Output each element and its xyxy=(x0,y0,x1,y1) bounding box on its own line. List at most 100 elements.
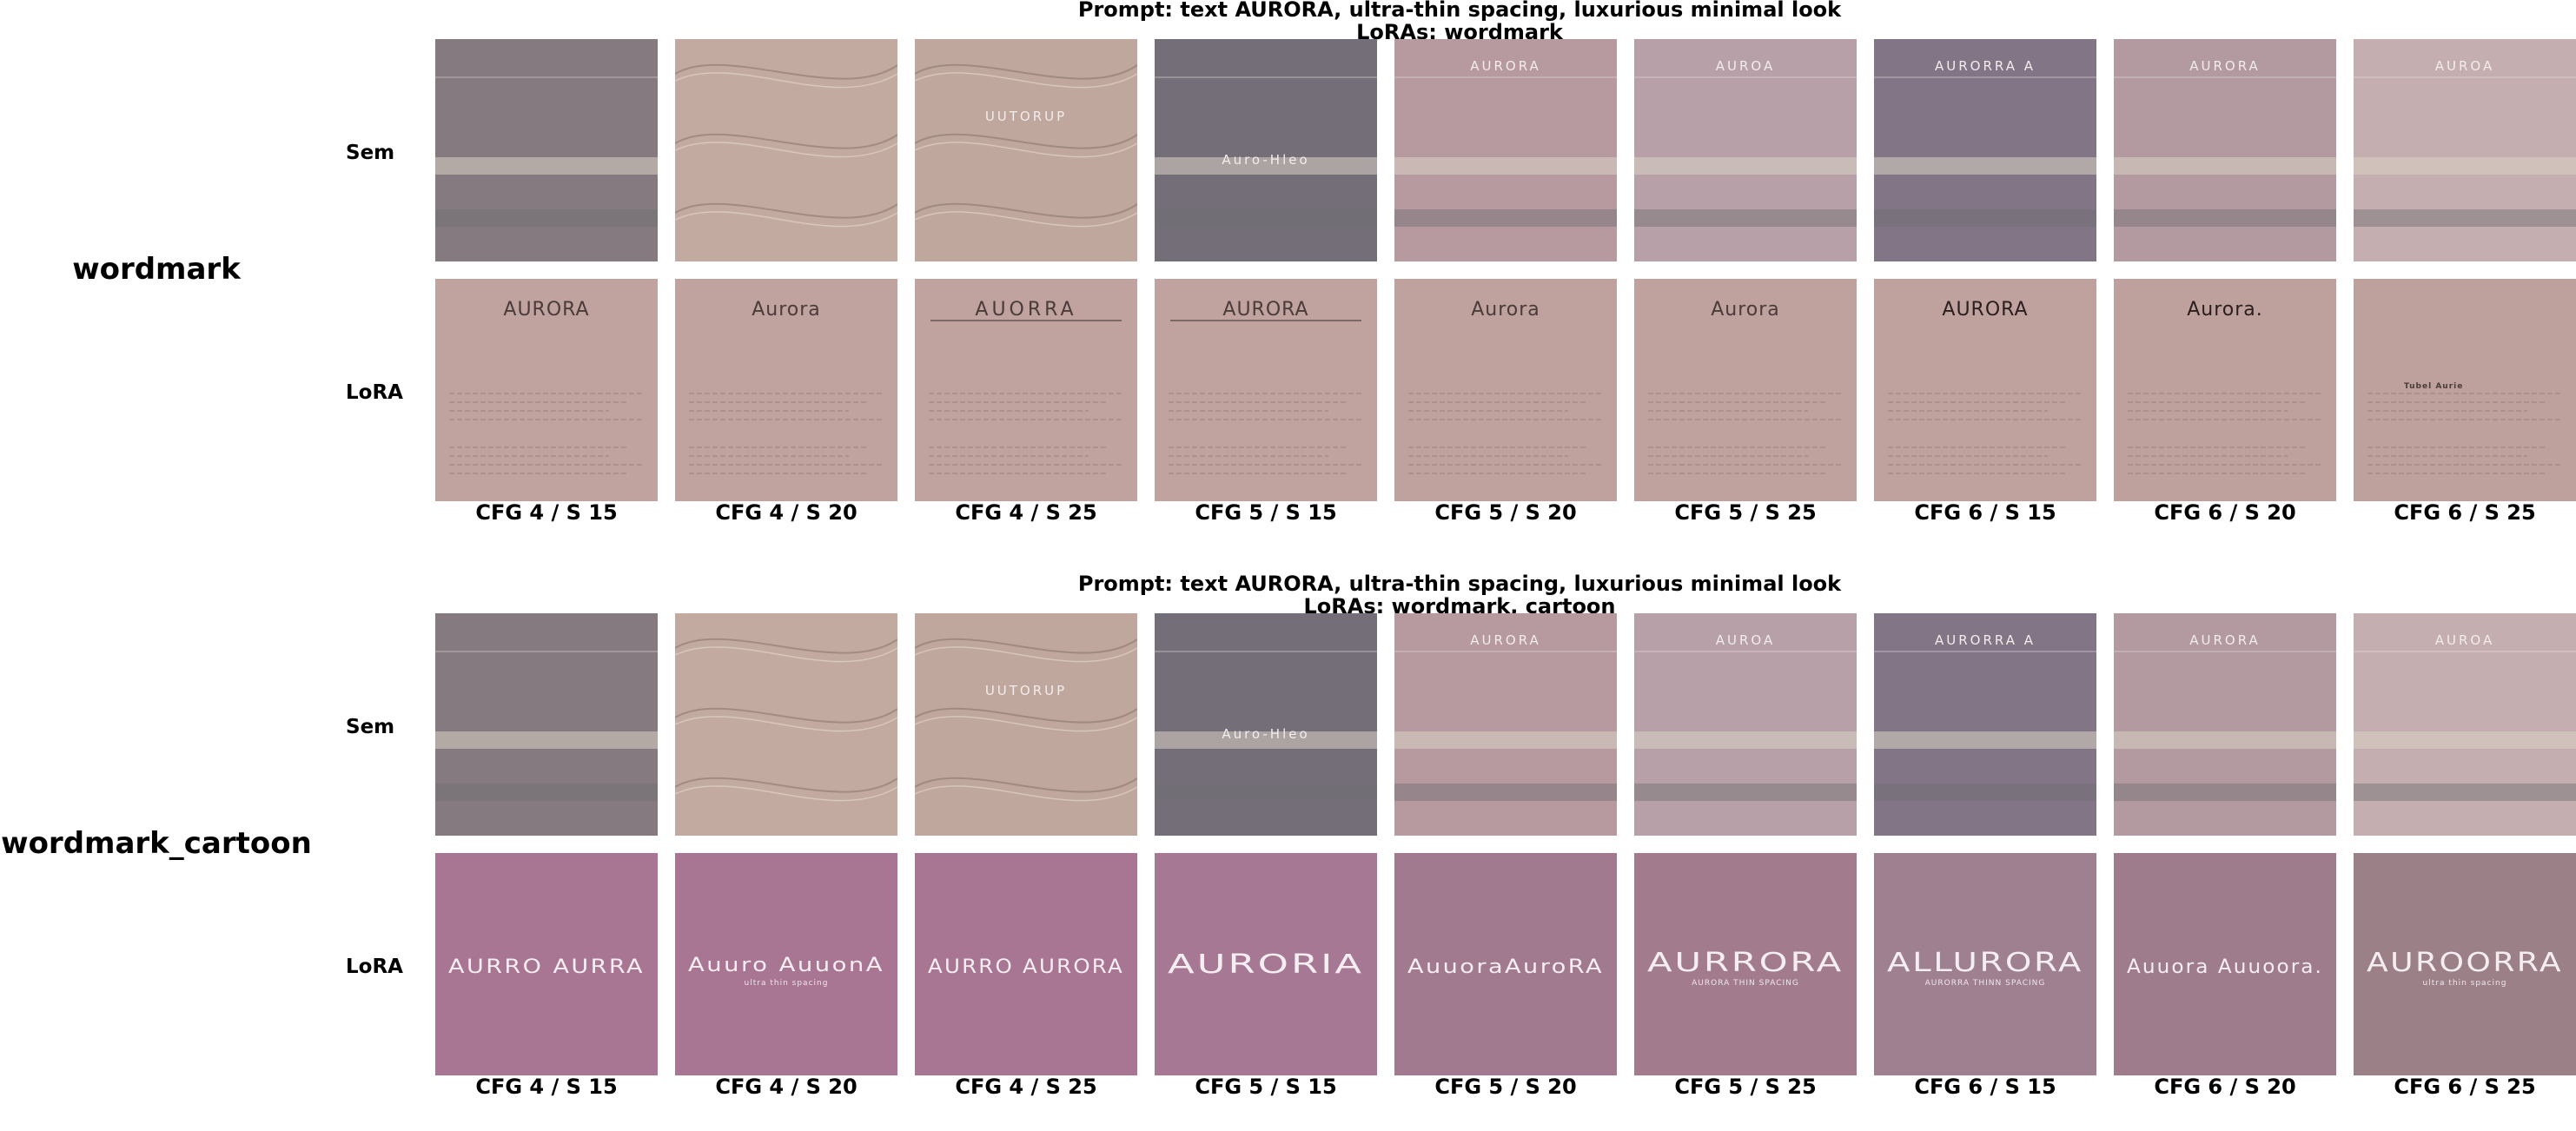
sem-image-tile: Auro-Hleo xyxy=(1155,613,1377,836)
column-caption: CFG 6 / S 15 xyxy=(1914,500,2056,525)
row-label-lora: LoRA xyxy=(346,956,403,978)
tile-text: AuuoraAuroRA xyxy=(1407,956,1604,978)
grid-title: Prompt: text AURORA, ultra-thin spacing,… xyxy=(1008,0,1911,43)
column-caption: CFG 6 / S 20 xyxy=(2154,500,2296,525)
tile-text: AURRORA xyxy=(1647,948,1844,978)
lora-image-tile: AUROORRA ultra thin spacing xyxy=(2354,853,2576,1075)
lora-image-tile: AUORRA xyxy=(915,279,1137,501)
lora-image-tile: Aurora xyxy=(675,279,897,501)
tile-subtext: ultra thin spacing xyxy=(745,979,829,988)
column-caption: CFG 6 / S 25 xyxy=(2394,1075,2536,1099)
row-label-sem: Sem xyxy=(346,142,395,164)
prompt-line: Prompt: text AURORA, ultra-thin spacing,… xyxy=(1077,572,1842,596)
column-caption: CFG 5 / S 25 xyxy=(1674,500,1817,525)
tile-text: AURORA xyxy=(503,299,589,321)
tile-text: Aurora xyxy=(1471,299,1540,321)
tile-text: AURORIA xyxy=(1168,949,1364,980)
sem-image-tile: AUROA xyxy=(1634,39,1857,261)
sem-image-tile: AURORRA A xyxy=(1874,613,2096,836)
group-label: wordmark_cartoon xyxy=(1,826,312,861)
sem-image-tile: AURORA xyxy=(2114,39,2336,261)
column-caption: CFG 6 / S 25 xyxy=(2394,500,2536,525)
lora-image-tile: Aurora xyxy=(1394,279,1617,501)
sem-image-tile xyxy=(435,39,658,261)
lora-image-tile: AuuoraAuroRA xyxy=(1394,853,1617,1075)
column-caption: CFG 4 / S 20 xyxy=(715,500,858,525)
column-caption: CFG 5 / S 20 xyxy=(1434,1075,1577,1099)
grid-title: Prompt: text AURORA, ultra-thin spacing,… xyxy=(1008,572,1911,618)
tile-text: AURORA xyxy=(1942,299,2028,321)
lora-image-tile: AURORA xyxy=(1155,279,1377,501)
sem-image-tile: AUROA xyxy=(2354,39,2576,261)
lora-image-tile: Aurora. xyxy=(2114,279,2336,501)
column-caption: CFG 4 / S 25 xyxy=(955,1075,1097,1099)
column-caption: CFG 6 / S 20 xyxy=(2154,1075,2296,1099)
tile-subtext: AURORRA THINN SPACING xyxy=(1925,979,2046,988)
tile-text: ALLURORA xyxy=(1887,948,2083,978)
group-label: wordmark xyxy=(72,252,241,287)
grid-wordmark: Prompt: text AURORA, ultra-thin spacing,… xyxy=(0,0,2576,557)
sem-image-tile: AURORA xyxy=(1394,39,1617,261)
row-label-sem: Sem xyxy=(346,716,395,738)
lora-image-tile: AURRO AURORA xyxy=(915,853,1137,1075)
tile-text: AUORRA xyxy=(975,299,1076,321)
tile-text: Auuora Auuoora. xyxy=(2127,956,2323,978)
tile-text: UUTORUP xyxy=(985,109,1067,124)
tile-text: UUTORUP xyxy=(985,683,1067,698)
lora-image-tile: ALLURORA AURORRA THINN SPACING xyxy=(1874,853,2096,1075)
lora-image-tile: AURRORA AURORA THIN SPACING xyxy=(1634,853,1857,1075)
tile-text: AURORRA A xyxy=(1935,632,2036,648)
tile-text: AURORA xyxy=(1222,299,1308,321)
sem-image-tile: UUTORUP xyxy=(915,39,1137,261)
column-caption: CFG 5 / S 15 xyxy=(1195,1075,1337,1099)
sem-image-tile: AURORA xyxy=(1394,613,1617,836)
tile-text: Tubel Aurie xyxy=(2404,382,2463,391)
lora-image-tile: AURORA xyxy=(1874,279,2096,501)
tile-text: Aurora xyxy=(752,299,821,321)
sem-image-tile: AURORA xyxy=(2114,613,2336,836)
lora-image-tile: AURRO AURRA xyxy=(435,853,658,1075)
tile-text: AURRO AURRA xyxy=(448,956,645,978)
lora-image-tile: Auuro AuuonA ultra thin spacing xyxy=(675,853,897,1075)
tile-text: Aurora. xyxy=(2187,299,2263,321)
grid-wordmark-cartoon: Prompt: text AURORA, ultra-thin spacing,… xyxy=(0,572,2576,1131)
tile-text: AUROA xyxy=(2435,58,2494,74)
sem-image-tile xyxy=(675,39,897,261)
column-caption: CFG 4 / S 25 xyxy=(955,500,1097,525)
tile-text: AURORA xyxy=(1470,58,1541,74)
tile-text: AUROA xyxy=(2435,632,2494,648)
tile-subtext: ultra thin spacing xyxy=(2423,979,2507,988)
column-caption: CFG 4 / S 20 xyxy=(715,1075,858,1099)
tile-subtext: AURORA THIN SPACING xyxy=(1692,979,1799,988)
row-label-lora: LoRA xyxy=(346,381,403,404)
column-caption: CFG 5 / S 15 xyxy=(1195,500,1337,525)
lora-image-tile: AURORA xyxy=(435,279,658,501)
sem-image-tile: AUROA xyxy=(1634,613,1857,836)
column-caption: CFG 6 / S 15 xyxy=(1914,1075,2056,1099)
sem-image-tile: Auro-Hleo xyxy=(1155,39,1377,261)
tile-text: Auro-Hleo xyxy=(1222,726,1309,742)
column-caption: CFG 4 / S 15 xyxy=(475,1075,618,1099)
tile-text: AUROA xyxy=(1716,632,1775,648)
tile-text: AURORA xyxy=(1470,632,1541,648)
prompt-line: Prompt: text AURORA, ultra-thin spacing,… xyxy=(1077,0,1842,22)
column-caption: CFG 5 / S 25 xyxy=(1674,1075,1817,1099)
tile-text: AURORA xyxy=(2189,632,2261,648)
lora-image-tile: AURORIA xyxy=(1155,853,1377,1075)
sem-image-tile xyxy=(435,613,658,836)
lora-image-tile: Aurora xyxy=(1634,279,1857,501)
sem-image-tile: AURORRA A xyxy=(1874,39,2096,261)
tile-text: AUROORRA xyxy=(2367,948,2563,978)
tile-text: Auuro AuuonA xyxy=(688,955,884,976)
lora-image-tile: Tubel Aurie xyxy=(2354,279,2576,501)
column-caption: CFG 5 / S 20 xyxy=(1434,500,1577,525)
column-caption: CFG 4 / S 15 xyxy=(475,500,618,525)
sem-image-tile xyxy=(675,613,897,836)
sem-image-tile: UUTORUP xyxy=(915,613,1137,836)
tile-text: AUROA xyxy=(1716,58,1775,74)
tile-text: AURORA xyxy=(2189,58,2261,74)
tile-text: Aurora xyxy=(1711,299,1780,321)
sem-image-tile: AUROA xyxy=(2354,613,2576,836)
tile-text: AURRO AURORA xyxy=(928,956,1124,978)
tile-text: Auro-Hleo xyxy=(1222,152,1309,168)
